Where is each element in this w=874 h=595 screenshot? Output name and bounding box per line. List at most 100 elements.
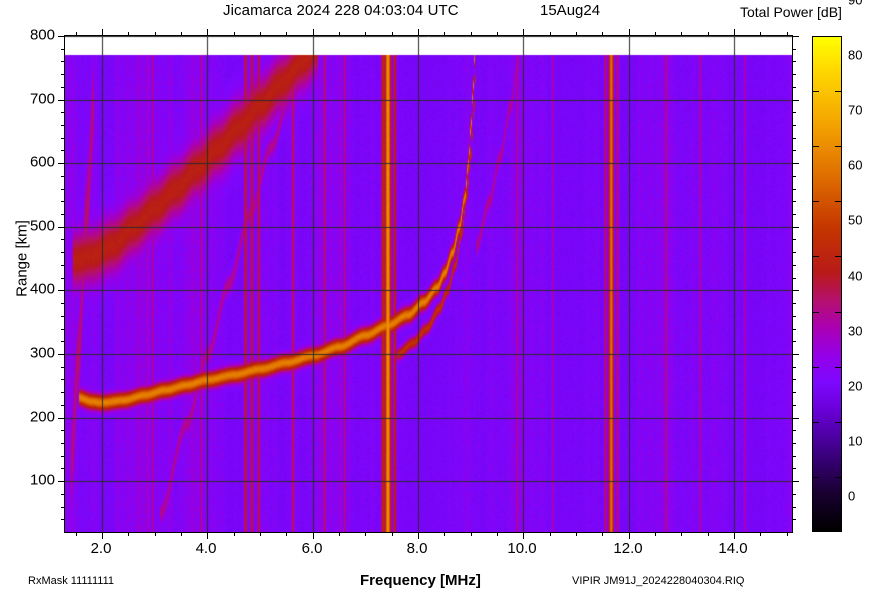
x-axis-minor-tick — [787, 32, 788, 36]
y-axis-minor-tick — [792, 150, 796, 151]
colorbar-tick — [835, 146, 842, 147]
y-axis-tick — [792, 36, 799, 37]
x-axis-minor-tick — [444, 32, 445, 36]
x-axis-minor-tick — [339, 32, 340, 36]
y-axis-minor-tick — [61, 74, 65, 75]
y-axis-tick — [58, 100, 65, 101]
y-axis-minor-tick — [792, 329, 796, 330]
y-axis-minor-tick — [61, 176, 65, 177]
y-axis-minor-tick — [61, 405, 65, 406]
y-axis-minor-tick — [792, 367, 796, 368]
colorbar-tick-label: 10 — [848, 433, 863, 449]
x-axis-minor-tick — [471, 32, 472, 36]
y-axis-tick — [792, 418, 799, 419]
y-axis-minor-tick — [61, 150, 65, 151]
y-axis-minor-tick — [792, 176, 796, 177]
y-axis-minor-tick — [792, 61, 796, 62]
y-axis-minor-tick — [792, 303, 796, 304]
y-axis-tick — [58, 354, 65, 355]
colorbar-ticks — [812, 36, 842, 532]
colorbar-tick — [835, 477, 842, 478]
y-axis-minor-tick — [61, 316, 65, 317]
y-axis-minor-tick — [792, 112, 796, 113]
y-axis-tick — [58, 481, 65, 482]
x-axis-tick — [523, 29, 524, 36]
y-axis-minor-tick — [792, 278, 796, 279]
y-axis-minor-tick — [61, 112, 65, 113]
x-axis-tick-label: 2.0 — [90, 540, 112, 557]
colorbar-tick — [812, 146, 819, 147]
x-axis-minor-tick — [128, 532, 129, 536]
x-axis-minor-tick — [576, 32, 577, 36]
y-axis-tick — [58, 227, 65, 228]
colorbar-tick-label: 30 — [848, 323, 863, 339]
x-axis-minor-tick — [155, 32, 156, 36]
y-axis-minor-tick — [792, 189, 796, 190]
x-axis-minor-tick — [392, 32, 393, 36]
y-axis-minor-tick — [61, 49, 65, 50]
y-axis-minor-tick — [61, 252, 65, 253]
y-axis-minor-tick — [792, 125, 796, 126]
colorbar-tick-label: 60 — [848, 157, 863, 173]
x-axis-minor-tick — [602, 532, 603, 536]
colorbar-tick-label: 70 — [848, 102, 863, 118]
x-axis-minor-tick — [760, 32, 761, 36]
y-axis-tick — [58, 36, 65, 37]
colorbar-tick-label: 80 — [848, 47, 863, 63]
y-axis-tick-label: 100 — [29, 471, 55, 489]
rxmask-label: RxMask 11111111 — [28, 575, 115, 587]
x-axis-tick-label: 8.0 — [406, 540, 428, 557]
colorbar-gradient — [813, 37, 841, 531]
x-axis-minor-tick — [155, 532, 156, 536]
colorbar-tick — [812, 422, 819, 423]
y-axis-minor-tick — [792, 316, 796, 317]
y-axis-minor-tick — [61, 87, 65, 88]
x-axis-minor-tick — [392, 532, 393, 536]
y-axis-minor-tick — [792, 430, 796, 431]
y-axis-minor-tick — [792, 201, 796, 202]
y-axis-minor-tick — [792, 392, 796, 393]
y-axis-minor-tick — [61, 379, 65, 380]
x-axis-tick — [734, 29, 735, 36]
y-axis-minor-tick — [792, 468, 796, 469]
x-axis-minor-tick — [286, 532, 287, 536]
x-axis-minor-tick — [286, 32, 287, 36]
y-axis-minor-tick — [792, 494, 796, 495]
y-axis-tick — [792, 290, 799, 291]
y-axis-minor-tick — [61, 519, 65, 520]
colorbar-tick-label: 90 — [848, 0, 863, 8]
y-axis-tick-label: 300 — [29, 344, 55, 362]
y-axis-tick-label: 500 — [29, 217, 55, 235]
colorbar-tick — [835, 91, 842, 92]
y-axis-tick-label: 800 — [29, 26, 55, 44]
x-axis-minor-tick — [576, 532, 577, 536]
x-axis-minor-tick — [708, 32, 709, 36]
colorbar-tick — [812, 367, 819, 368]
x-axis-tick — [102, 29, 103, 36]
y-axis-minor-tick — [61, 367, 65, 368]
page-title: Jicamarca 2024 228 04:03:04 UTC — [223, 2, 459, 19]
x-axis-minor-tick — [550, 32, 551, 36]
y-axis-minor-tick — [61, 329, 65, 330]
colorbar-title: Total Power [dB] — [740, 4, 842, 20]
y-axis-tick-label: 200 — [29, 408, 55, 426]
y-axis-tick — [792, 481, 799, 482]
y-axis-tick — [792, 227, 799, 228]
y-axis-minor-tick — [61, 443, 65, 444]
colorbar-tick — [835, 256, 842, 257]
y-axis-tick — [792, 100, 799, 101]
x-axis-minor-tick — [497, 32, 498, 36]
colorbar-tick — [812, 91, 819, 92]
x-axis-minor-tick — [365, 532, 366, 536]
colorbar-tick — [812, 477, 819, 478]
y-axis-minor-tick — [61, 61, 65, 62]
x-axis-minor-tick — [260, 532, 261, 536]
x-axis-tick-label: 14.0 — [718, 540, 748, 557]
x-axis-minor-tick — [708, 532, 709, 536]
x-axis-tick — [313, 29, 314, 36]
colorbar-tick — [812, 201, 819, 202]
x-axis-tick-label: 10.0 — [507, 540, 537, 557]
y-axis-minor-tick — [61, 239, 65, 240]
y-axis-minor-tick — [792, 456, 796, 457]
